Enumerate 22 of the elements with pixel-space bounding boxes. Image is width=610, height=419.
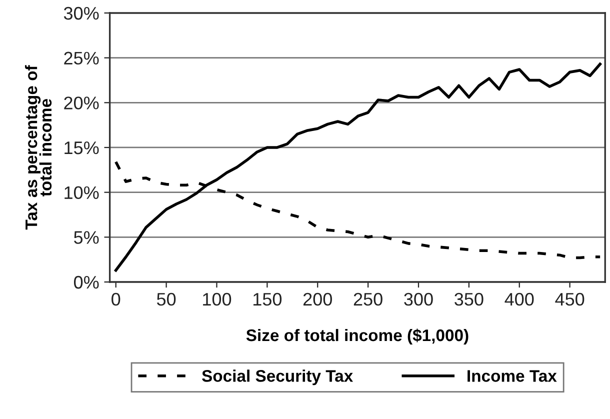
x-tick-label: 450	[555, 292, 584, 306]
x-tick-label: 400	[504, 292, 534, 306]
legend-label: Social Security Tax	[202, 370, 354, 386]
x-tick-label: 300	[404, 292, 433, 306]
y-tick-label: 15%	[64, 142, 99, 154]
x-axis-title: Size of total income ($1,000)	[246, 328, 468, 345]
x-tick-label: 350	[454, 292, 484, 306]
y-tick-label: 5%	[74, 231, 99, 244]
legend-label: Income Tax	[468, 370, 557, 382]
x-tick-label: 250	[354, 292, 382, 306]
y-tick-label: 0%	[74, 276, 99, 289]
y-tick-label: 25%	[64, 52, 99, 65]
y-axis-title: Tax as percentage of total income	[24, 65, 52, 230]
line-series	[114, 62, 602, 272]
x-tick-label: 0	[112, 292, 120, 306]
x-tick-label: 200	[303, 292, 332, 306]
x-tick-label: 100	[203, 292, 232, 306]
x-tick-label: 150	[253, 292, 282, 306]
y-tick-label: 30%	[64, 6, 99, 20]
y-tick-label: 20%	[64, 96, 99, 110]
x-tick-label: 50	[156, 292, 176, 306]
y-tick-label: 10%	[64, 186, 99, 200]
